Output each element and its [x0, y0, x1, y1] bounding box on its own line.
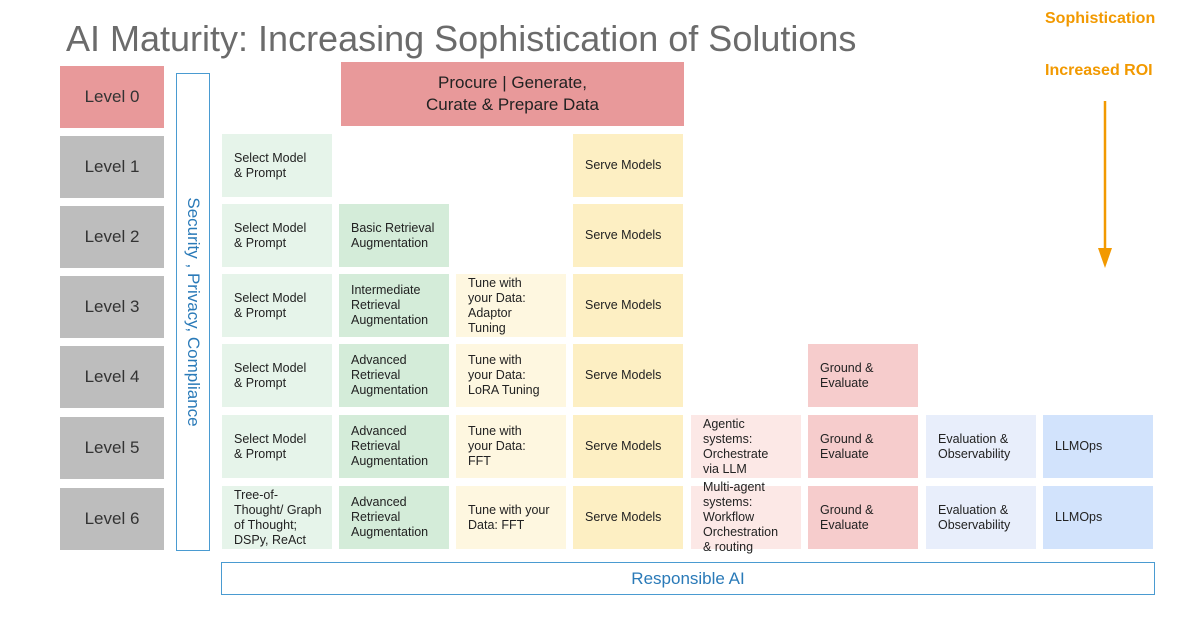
- banner: Procure | Generate, Curate & Prepare Dat…: [341, 62, 684, 126]
- level-label: Level 3: [60, 276, 164, 338]
- level-label: Level 6: [60, 488, 164, 550]
- capability-cell: Tree-of- Thought/ Graph of Thought; DSPy…: [222, 486, 332, 549]
- level-label: Level 2: [60, 206, 164, 268]
- capability-cell: Advanced Retrieval Augmentation: [339, 486, 449, 549]
- capability-cell: Tune with your Data: FFT: [456, 415, 566, 478]
- capability-cell: Ground & Evaluate: [808, 415, 918, 478]
- capability-cell: Select Model & Prompt: [222, 344, 332, 407]
- capability-cell: Serve Models: [573, 204, 683, 267]
- level-label: Level 0: [60, 66, 164, 128]
- capability-cell: Serve Models: [573, 486, 683, 549]
- capability-cell: Select Model & Prompt: [222, 134, 332, 197]
- arrow: [1098, 101, 1112, 268]
- capability-cell: LLMOps: [1043, 415, 1153, 478]
- side-label: Increased ROI: [1045, 62, 1153, 79]
- vertical-band: Security , Privacy, Compliance: [176, 73, 210, 551]
- level-label: Level 1: [60, 136, 164, 198]
- capability-cell: Evaluation & Observability: [926, 415, 1036, 478]
- capability-cell: Serve Models: [573, 344, 683, 407]
- capability-cell: LLMOps: [1043, 486, 1153, 549]
- capability-cell: Evaluation & Observability: [926, 486, 1036, 549]
- capability-cell: Select Model & Prompt: [222, 415, 332, 478]
- capability-cell: Select Model & Prompt: [222, 204, 332, 267]
- title: AI Maturity: Increasing Sophistication o…: [66, 18, 857, 59]
- capability-cell: Ground & Evaluate: [808, 344, 918, 407]
- capability-cell: Advanced Retrieval Augmentation: [339, 344, 449, 407]
- capability-cell: Serve Models: [573, 134, 683, 197]
- capability-cell: Tune with your Data: FFT: [456, 486, 566, 549]
- level-label: Level 5: [60, 417, 164, 479]
- capability-cell: Ground & Evaluate: [808, 486, 918, 549]
- vertical-band-text: Security , Privacy, Compliance: [184, 197, 203, 427]
- level-label: Level 4: [60, 346, 164, 408]
- capability-cell: Advanced Retrieval Augmentation: [339, 415, 449, 478]
- capability-cell: Intermediate Retrieval Augmentation: [339, 274, 449, 337]
- capability-cell: Multi-agent systems: Workflow Orchestrat…: [691, 480, 801, 554]
- bottom-band: Responsible AI: [221, 562, 1155, 595]
- capability-cell: Select Model & Prompt: [222, 274, 332, 337]
- capability-cell: Tune with your Data: LoRA Tuning: [456, 344, 566, 407]
- capability-cell: Serve Models: [573, 415, 683, 478]
- capability-cell: Tune with your Data: Adaptor Tuning: [456, 274, 566, 337]
- capability-cell: Serve Models: [573, 274, 683, 337]
- capability-cell: Basic Retrieval Augmentation: [339, 204, 449, 267]
- side-label: Sophistication: [1045, 10, 1156, 27]
- capability-cell: Agentic systems: Orchestrate via LLM: [691, 415, 801, 478]
